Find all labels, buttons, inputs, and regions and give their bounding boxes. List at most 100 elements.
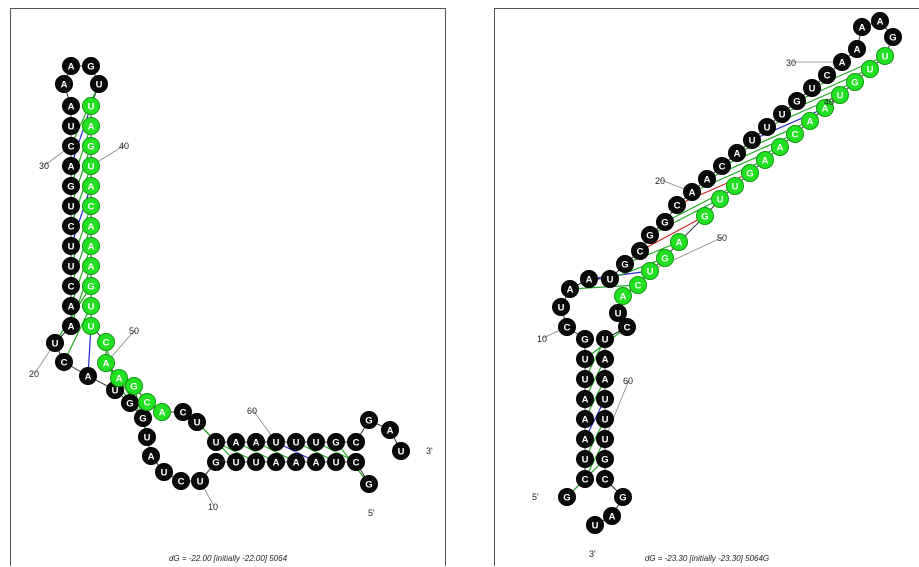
nucleotide: C [668, 196, 686, 214]
nucleotide: U [62, 117, 80, 135]
nucleotide-letter: G [563, 492, 570, 503]
nucleotide-circle [191, 472, 209, 490]
nucleotide-circle [609, 304, 627, 322]
nucleotide-circle [62, 57, 80, 75]
nucleotide: G [207, 453, 225, 471]
nucleotide: U [641, 262, 659, 280]
nucleotide: G [134, 409, 152, 427]
nucleotide-letter: U [88, 301, 95, 312]
position-label: 50 [129, 326, 139, 336]
nucleotide-circle [656, 213, 674, 231]
nucleotide: A [614, 287, 632, 305]
nucleotide-letter: A [822, 103, 829, 114]
nucleotide-circle [713, 157, 731, 175]
nucleotide-letter: U [112, 385, 119, 396]
nucleotide-circle [307, 433, 325, 451]
nucleotide-circle [62, 97, 80, 115]
nucleotide-circle [247, 453, 265, 471]
base-pair-line [639, 215, 706, 252]
nucleotide-letter: U [333, 457, 340, 468]
nucleotide-circle [576, 350, 594, 368]
nucleotide: U [803, 79, 821, 97]
nucleotide: C [97, 333, 115, 351]
nucleotide-letter: U [749, 135, 756, 146]
nucleotide: G [884, 28, 902, 46]
nucleotide: U [601, 270, 619, 288]
nucleotide: A [55, 75, 73, 93]
nucleotide-letter: G [87, 141, 94, 152]
nucleotide-circle [97, 354, 115, 372]
nucleotide: U [596, 390, 614, 408]
nucleotide: A [62, 57, 80, 75]
nucleotide: U [188, 413, 206, 431]
nucleotide-circle [641, 226, 659, 244]
nucleotide-circle [586, 516, 604, 534]
nucleotide-circle [743, 131, 761, 149]
nucleotide: A [62, 97, 80, 115]
nucleotide-circle [153, 403, 171, 421]
nucleotide-letter: U [197, 476, 204, 487]
position-label: 20 [655, 176, 665, 186]
nucleotide: U [82, 157, 100, 175]
nucleotide: U [743, 131, 761, 149]
nucleotide: A [79, 367, 97, 385]
nucleotide: G [596, 450, 614, 468]
nucleotide: C [629, 276, 647, 294]
nucleotide-letter: A [762, 155, 769, 166]
nucleotide-letter: A [387, 425, 394, 436]
nucleotide-circle [853, 18, 871, 36]
nucleotide-letter: A [582, 414, 589, 425]
nucleotide-circle [801, 112, 819, 130]
nucleotide-circle [758, 118, 776, 136]
nucleotide: U [552, 298, 570, 316]
nucleotide: U [46, 334, 64, 352]
nucleotide-circle [773, 105, 791, 123]
nucleotide-circle [82, 217, 100, 235]
nucleotide-circle [552, 298, 570, 316]
nucleotide-letter: U [809, 83, 816, 94]
energy-caption-right: dG = -23.30 [initially -23.30] 5064G [644, 554, 770, 563]
nucleotide-letter: C [178, 476, 185, 487]
nucleotide-circle [62, 117, 80, 135]
nucleotide-letter: A [103, 358, 110, 369]
nucleotide-letter: U [779, 109, 786, 120]
nucleotide-circle [155, 463, 173, 481]
nucleotide: U [247, 453, 265, 471]
nucleotide-letter: A [602, 354, 609, 365]
nucleotide-circle [62, 277, 80, 295]
nucleotide: C [82, 197, 100, 215]
nucleotide-letter: G [130, 381, 137, 392]
nucleotide-circle [601, 270, 619, 288]
base-pair-line [70, 225, 92, 287]
base-pair-line [63, 305, 92, 363]
nucleotide: C [62, 277, 80, 295]
nucleotide: C [618, 318, 636, 336]
nucleotide: G [558, 488, 576, 506]
nucleotide-circle [788, 92, 806, 110]
nucleotide-letter: U [273, 437, 280, 448]
nucleotide: C [558, 318, 576, 336]
nucleotide-letter: A [88, 261, 95, 272]
nucleotide: U [62, 197, 80, 215]
nucleotide-circle [138, 428, 156, 446]
nucleotide: A [247, 433, 265, 451]
nucleotide-letter: G [621, 259, 628, 270]
nucleotide-letter: C [68, 221, 75, 232]
nucleotide-letter: U [293, 437, 300, 448]
nucleotide-circle [90, 75, 108, 93]
nucleotide-letter: C [88, 201, 95, 212]
nucleotide-circle [871, 12, 889, 30]
nucleotide: U [82, 297, 100, 315]
base-pair-line [70, 165, 92, 227]
nucleotide-circle [846, 73, 864, 91]
nucleotide-letter: C [624, 322, 631, 333]
nucleotide-circle [97, 333, 115, 351]
nucleotide-letter: U [602, 414, 609, 425]
position-label: 40 [119, 141, 129, 151]
position-label: 3' [426, 446, 433, 456]
nucleotide-letter: G [332, 437, 339, 448]
nucleotide: A [670, 233, 688, 251]
nucleotide-circle [227, 453, 245, 471]
nucleotide-circle [576, 370, 594, 388]
nucleotide-circle [327, 433, 345, 451]
